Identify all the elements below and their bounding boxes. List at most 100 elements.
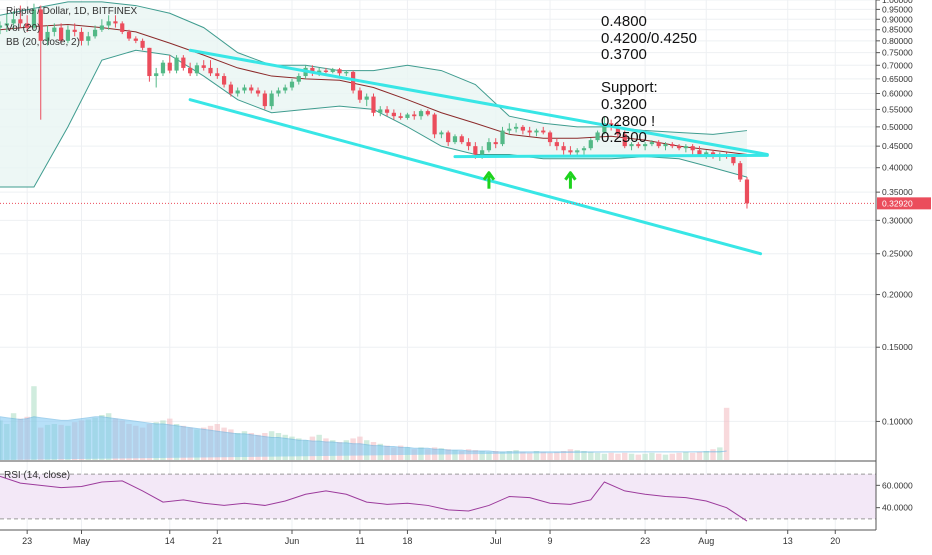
time-tick-label: 14 bbox=[165, 536, 175, 546]
candle bbox=[466, 138, 471, 151]
candle-body bbox=[228, 84, 233, 94]
candle-body bbox=[160, 62, 166, 74]
candle bbox=[140, 38, 145, 51]
price-tick-label: 0.75000 bbox=[882, 48, 913, 58]
support-arrow-icon bbox=[564, 171, 577, 189]
candle bbox=[656, 140, 661, 149]
candle bbox=[92, 25, 98, 39]
candle-body bbox=[249, 87, 254, 91]
candle bbox=[513, 123, 519, 133]
volume-bar bbox=[574, 450, 580, 460]
candle-body bbox=[38, 9, 43, 41]
candle-body bbox=[174, 57, 179, 71]
candle bbox=[547, 130, 553, 147]
candle bbox=[330, 67, 335, 74]
candle bbox=[269, 90, 274, 110]
volume-bar bbox=[689, 452, 696, 460]
candle-body bbox=[86, 36, 91, 41]
candle bbox=[683, 144, 688, 153]
price-tick-label: 0.65000 bbox=[882, 74, 913, 84]
candle-body bbox=[568, 150, 573, 153]
candle-body bbox=[181, 57, 186, 68]
last-price-label: 0.32920 bbox=[882, 198, 913, 208]
candle-body bbox=[744, 179, 750, 204]
time-tick-label: May bbox=[73, 536, 91, 546]
candle-body bbox=[59, 27, 64, 41]
candle-body bbox=[513, 126, 519, 129]
time-tick-label: Aug bbox=[698, 536, 714, 546]
volume-bar bbox=[723, 407, 730, 460]
volume-bar bbox=[506, 451, 513, 460]
candle-body bbox=[541, 130, 546, 133]
candle bbox=[520, 125, 525, 135]
rsi-legend: RSI (14, close) bbox=[4, 470, 71, 481]
price-tick-label: 1.00000 bbox=[882, 0, 913, 5]
volume-bar bbox=[540, 451, 546, 460]
candle-body bbox=[575, 150, 580, 153]
candle-body bbox=[296, 76, 301, 82]
candle-body bbox=[704, 152, 709, 155]
volume-bar bbox=[710, 449, 716, 460]
candle bbox=[25, 15, 30, 32]
candle-body bbox=[459, 136, 464, 143]
candle-body bbox=[670, 144, 675, 147]
candle-body bbox=[120, 23, 125, 32]
candle-body bbox=[452, 136, 458, 143]
volume-bar bbox=[533, 451, 540, 460]
candle bbox=[79, 27, 84, 46]
candle bbox=[221, 73, 227, 88]
volume-bar bbox=[588, 451, 594, 460]
candle bbox=[208, 60, 213, 77]
candle bbox=[174, 55, 179, 74]
candle bbox=[147, 47, 152, 82]
candle bbox=[249, 84, 254, 94]
candle-body bbox=[215, 73, 220, 77]
candle bbox=[425, 109, 430, 117]
time-tick-label: Jul bbox=[490, 536, 502, 546]
candle bbox=[676, 144, 682, 151]
rsi-line bbox=[0, 475, 748, 522]
candle bbox=[364, 93, 369, 107]
candle bbox=[310, 65, 315, 77]
candle-body bbox=[4, 23, 9, 26]
candle-body bbox=[133, 38, 138, 41]
arrow-head bbox=[482, 171, 496, 181]
volume-bar bbox=[635, 454, 642, 460]
price-tick-label: 0.25000 bbox=[882, 249, 913, 259]
volume-bar bbox=[513, 450, 519, 460]
candle bbox=[160, 60, 166, 77]
candle bbox=[194, 62, 200, 77]
candle-body bbox=[317, 70, 322, 74]
rsi-tick-label: 60.0000 bbox=[882, 480, 913, 490]
candle-body bbox=[11, 19, 16, 24]
candle-body bbox=[446, 132, 451, 143]
candle bbox=[188, 62, 193, 77]
time-tick-label: 20 bbox=[830, 536, 840, 546]
candle-body bbox=[52, 27, 57, 32]
candle-body bbox=[283, 87, 288, 91]
candle-body bbox=[113, 21, 118, 24]
candle bbox=[323, 67, 329, 74]
candle-body bbox=[45, 31, 50, 41]
volume-bar bbox=[472, 450, 479, 460]
candle-body bbox=[0, 25, 3, 28]
volume-bar bbox=[608, 452, 614, 460]
candle-body bbox=[147, 47, 152, 77]
volume-bar bbox=[669, 453, 675, 460]
trendline-channel-lower bbox=[188, 98, 763, 256]
candle-body bbox=[99, 25, 104, 30]
candle-body bbox=[629, 144, 634, 147]
candle-body bbox=[676, 146, 682, 149]
volume-bar bbox=[581, 451, 587, 460]
volume-bar bbox=[649, 452, 655, 460]
bollinger-legend: BB (20, close, 2) bbox=[6, 37, 80, 48]
candle-body bbox=[378, 109, 383, 113]
candle-body bbox=[602, 123, 607, 133]
volume-bar bbox=[560, 451, 567, 460]
candle bbox=[0, 21, 3, 35]
candle bbox=[215, 67, 220, 79]
candle bbox=[629, 142, 634, 151]
candle bbox=[412, 111, 417, 120]
candle-body bbox=[663, 144, 668, 147]
candle-body bbox=[690, 146, 695, 151]
